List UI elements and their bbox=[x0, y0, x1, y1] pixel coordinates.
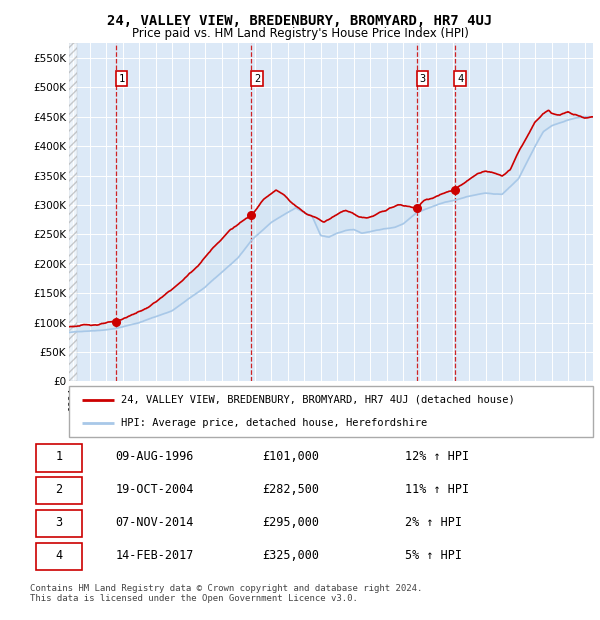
FancyBboxPatch shape bbox=[35, 510, 82, 537]
Text: 1: 1 bbox=[118, 74, 125, 84]
Text: 2: 2 bbox=[55, 483, 62, 496]
Text: 2: 2 bbox=[254, 74, 260, 84]
Text: 11% ↑ HPI: 11% ↑ HPI bbox=[406, 483, 469, 496]
Text: £295,000: £295,000 bbox=[262, 516, 319, 529]
Text: 09-AUG-1996: 09-AUG-1996 bbox=[116, 451, 194, 463]
Text: 24, VALLEY VIEW, BREDENBURY, BROMYARD, HR7 4UJ: 24, VALLEY VIEW, BREDENBURY, BROMYARD, H… bbox=[107, 14, 493, 28]
Text: 12% ↑ HPI: 12% ↑ HPI bbox=[406, 451, 469, 463]
FancyBboxPatch shape bbox=[35, 542, 82, 570]
Bar bbox=[69, 43, 77, 381]
Text: Price paid vs. HM Land Registry's House Price Index (HPI): Price paid vs. HM Land Registry's House … bbox=[131, 27, 469, 40]
Text: £101,000: £101,000 bbox=[262, 451, 319, 463]
Text: 24, VALLEY VIEW, BREDENBURY, BROMYARD, HR7 4UJ (detached house): 24, VALLEY VIEW, BREDENBURY, BROMYARD, H… bbox=[121, 395, 515, 405]
Text: £325,000: £325,000 bbox=[262, 549, 319, 562]
Text: HPI: Average price, detached house, Herefordshire: HPI: Average price, detached house, Here… bbox=[121, 418, 428, 428]
Text: Contains HM Land Registry data © Crown copyright and database right 2024.
This d: Contains HM Land Registry data © Crown c… bbox=[30, 584, 422, 603]
Text: 3: 3 bbox=[419, 74, 426, 84]
Text: 1: 1 bbox=[55, 451, 62, 463]
FancyBboxPatch shape bbox=[69, 386, 593, 437]
Text: 07-NOV-2014: 07-NOV-2014 bbox=[116, 516, 194, 529]
FancyBboxPatch shape bbox=[35, 445, 82, 472]
Text: 4: 4 bbox=[55, 549, 62, 562]
Text: 5% ↑ HPI: 5% ↑ HPI bbox=[406, 549, 463, 562]
Text: 3: 3 bbox=[55, 516, 62, 529]
Text: £282,500: £282,500 bbox=[262, 483, 319, 496]
Text: 14-FEB-2017: 14-FEB-2017 bbox=[116, 549, 194, 562]
Text: 4: 4 bbox=[457, 74, 463, 84]
Text: 2% ↑ HPI: 2% ↑ HPI bbox=[406, 516, 463, 529]
FancyBboxPatch shape bbox=[35, 477, 82, 505]
Text: 19-OCT-2004: 19-OCT-2004 bbox=[116, 483, 194, 496]
